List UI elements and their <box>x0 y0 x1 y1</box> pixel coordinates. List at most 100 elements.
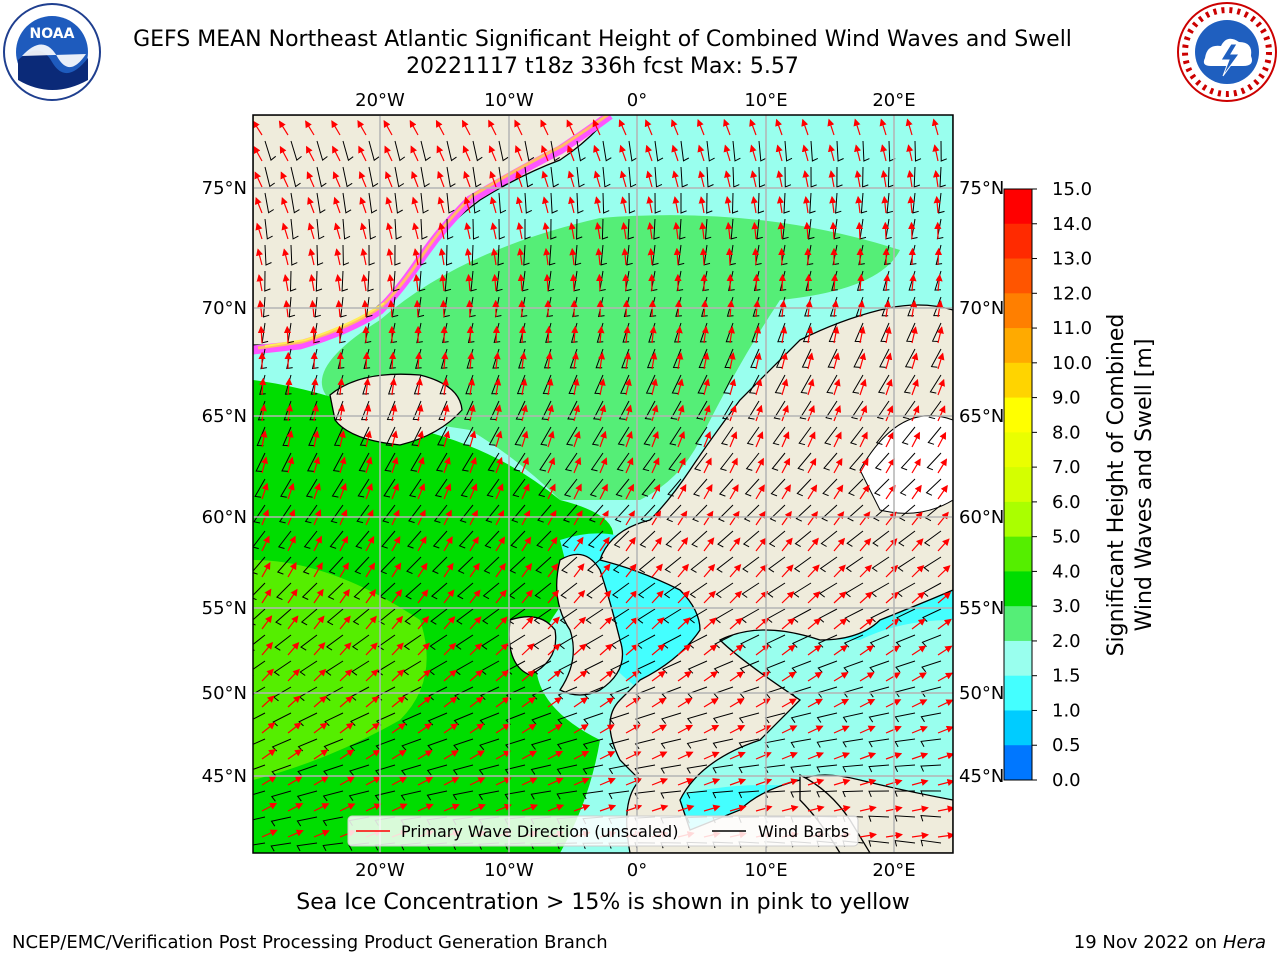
wave-direction-arrow <box>723 144 731 162</box>
wave-direction-arrow <box>365 482 373 500</box>
wave-direction-arrow <box>703 751 720 760</box>
wave-direction-arrow <box>755 510 766 526</box>
footer-credit: NCEP/EMC/Verification Post Processing Pr… <box>12 932 608 953</box>
colorbar-tick-label: 15.0 <box>1052 179 1092 200</box>
wind-barb <box>586 582 604 599</box>
wave-direction-arrow <box>313 456 321 474</box>
wave-direction-arrow <box>339 615 351 630</box>
wave-direction-arrow <box>573 616 587 630</box>
wave-direction-arrow <box>677 671 692 682</box>
wind-barb <box>825 400 838 420</box>
wind-barb <box>794 530 812 548</box>
wave-direction-arrow <box>494 404 502 422</box>
wave-direction-arrow <box>488 145 497 162</box>
wave-direction-arrow <box>495 723 511 734</box>
wave-direction-arrow <box>859 458 869 474</box>
wave-direction-arrow <box>593 170 601 188</box>
wave-direction-arrow <box>573 670 588 682</box>
wave-direction-arrow <box>884 326 892 344</box>
wind-barb <box>939 166 946 188</box>
wave-direction-arrow <box>806 326 814 344</box>
wave-direction-arrow <box>833 618 848 630</box>
wave-direction-arrow <box>651 697 667 708</box>
wind-barb <box>276 556 292 575</box>
wave-direction-arrow <box>885 458 895 474</box>
wind-barb <box>432 530 448 549</box>
wind-barb <box>738 738 760 749</box>
wave-direction-arrow <box>469 723 485 734</box>
colorbar-tick-label: 13.0 <box>1052 249 1092 270</box>
wind-barb-legend-label: Wind Barbs <box>758 822 849 841</box>
wind-barb <box>714 634 734 649</box>
wave-direction-arrow <box>568 196 576 214</box>
wind-barb <box>356 504 370 524</box>
wave-direction-arrow <box>573 777 590 786</box>
wave-direction-arrow <box>391 456 399 474</box>
wind-barb <box>869 660 890 673</box>
wave-direction-arrow <box>620 222 628 240</box>
wind-barb <box>715 582 734 599</box>
wave-direction-arrow <box>333 196 341 214</box>
wave-direction-arrow <box>417 615 430 630</box>
wind-barb <box>253 686 266 695</box>
map-legend: Primary Wave Direction (unscaled) Wind B… <box>347 815 859 847</box>
wave-direction-arrow <box>313 722 328 734</box>
wave-direction-arrow <box>469 589 481 604</box>
wave-direction-arrow <box>521 483 530 500</box>
wave-direction-arrow <box>911 725 928 734</box>
wave-direction-arrow <box>495 589 507 604</box>
wave-direction-arrow <box>278 120 289 136</box>
wave-direction-arrow <box>833 484 844 500</box>
wind-barb <box>894 738 916 748</box>
wave-direction-arrow <box>829 195 837 214</box>
wave-direction-arrow <box>625 483 634 500</box>
wave-direction-arrow <box>413 273 421 292</box>
wind-barb <box>296 790 318 802</box>
wind-barb <box>264 244 272 266</box>
wave-direction-arrow <box>495 430 503 448</box>
wave-direction-arrow <box>625 751 642 760</box>
wind-barb <box>582 764 604 775</box>
wave-direction-arrow <box>807 725 824 734</box>
wave-direction-arrow <box>620 196 628 214</box>
wave-direction-arrow <box>672 196 680 214</box>
wind-barb <box>641 478 656 497</box>
wave-direction-arrow <box>911 431 920 448</box>
wind-barb <box>576 140 586 162</box>
wave-direction-arrow <box>781 644 796 656</box>
lat-label: 65°N <box>202 406 247 427</box>
wind-barb <box>894 815 916 822</box>
wave-direction-arrow <box>462 145 471 162</box>
wave-direction-arrow <box>547 404 554 422</box>
wave-direction-arrow <box>937 538 950 552</box>
wave-direction-arrow <box>464 248 472 266</box>
wave-direction-arrow <box>855 221 864 240</box>
wind-barb <box>478 790 500 801</box>
wave-direction-arrow <box>883 300 892 318</box>
wave-direction-arrow <box>261 722 276 734</box>
wave-direction-arrow <box>755 671 771 682</box>
wind-barb <box>743 504 760 522</box>
wave-direction-arrow <box>599 457 608 474</box>
wave-direction-arrow <box>703 484 713 500</box>
wave-direction-arrow <box>807 698 824 708</box>
wind-barb <box>253 556 266 575</box>
wave-direction-arrow <box>696 118 705 136</box>
wind-barb <box>772 426 786 446</box>
wind-barb <box>430 608 448 625</box>
wind-barb <box>719 452 734 471</box>
wind-barb <box>816 764 838 773</box>
wind-barb <box>717 530 734 548</box>
wave-direction-arrow <box>833 591 847 604</box>
wave-direction-arrow <box>261 641 274 656</box>
wind-barb <box>352 608 370 626</box>
wind-barb <box>602 166 611 188</box>
wave-direction-arrow <box>358 145 367 162</box>
wind-barb <box>264 270 271 292</box>
colorbar-swatch <box>1004 293 1032 329</box>
wind-barb <box>712 712 734 724</box>
wave-direction-arrow <box>651 590 664 604</box>
wind-barb <box>394 192 403 214</box>
colorbar-swatch <box>1004 501 1032 538</box>
wave-direction-arrow <box>305 120 315 136</box>
